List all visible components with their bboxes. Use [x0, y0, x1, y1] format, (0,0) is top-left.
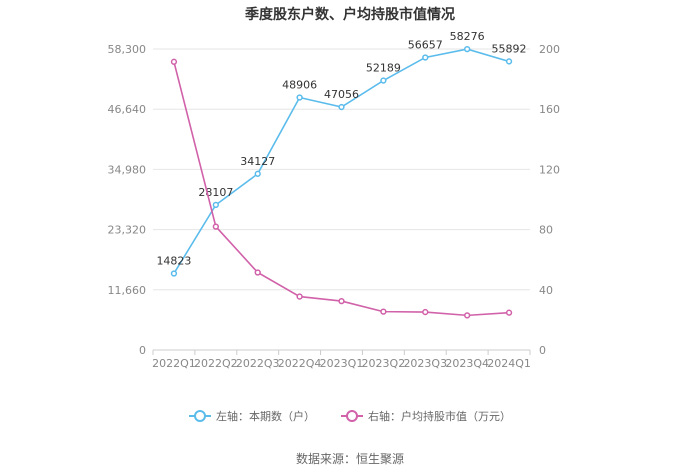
legend-label-right: 右轴：户均持股市值（万元）	[368, 410, 511, 423]
data-point-right	[170, 58, 178, 65]
data-point-left	[212, 201, 219, 209]
x-axis-tick-label: 2023Q4	[445, 357, 489, 370]
right-axis-tick-label: 40	[539, 284, 553, 297]
left-axis-tick-label: 23,320	[108, 224, 147, 237]
x-axis-tick-label: 2023Q3	[403, 357, 447, 370]
data-point-right	[422, 308, 429, 316]
data-point-right	[464, 312, 471, 319]
series-line-left	[173, 48, 510, 274]
data-label: 55892	[492, 42, 527, 55]
legend: 左轴：本期数（户） 右轴：户均持股市值（万元）	[0, 408, 700, 424]
data-label: 58276	[450, 30, 485, 43]
legend-marker-left	[189, 410, 211, 422]
chart-title: 季度股东户数、户均持股市值情况	[245, 7, 455, 23]
data-point-left	[380, 77, 387, 84]
left-axis-tick-label: 46,640	[108, 103, 147, 116]
data-label: 34127	[240, 155, 275, 168]
data-point-left	[505, 58, 513, 65]
legend-label-left: 左轴：本期数（户）	[216, 410, 315, 423]
right-axis-tick-label: 0	[539, 344, 546, 357]
data-point-right	[380, 308, 387, 315]
left-axis-tick-label: 0	[139, 344, 146, 357]
data-point-right	[505, 309, 513, 316]
right-axis-tick-label: 80	[539, 224, 553, 237]
data-point-left	[170, 270, 178, 277]
left-axis-tick-label: 11,660	[108, 284, 147, 297]
x-axis-tick-label: 2024Q1	[487, 357, 531, 370]
data-point-left	[338, 103, 345, 111]
left-axis-tick-label: 58,300	[108, 43, 147, 56]
data-point-right	[212, 223, 219, 230]
x-axis-tick-label: 2022Q4	[278, 357, 322, 370]
data-label: 14823	[156, 254, 191, 267]
right-axis-tick-label: 120	[539, 163, 560, 176]
right-axis-tick-label: 160	[539, 103, 560, 116]
source-note: 数据来源：恒生聚源	[295, 452, 404, 466]
x-axis-tick-label: 2023Q1	[320, 357, 364, 370]
data-point-left	[296, 94, 303, 101]
data-point-left	[464, 45, 471, 53]
legend-item-right-series[interactable]: 右轴：户均持股市值（万元）	[341, 408, 511, 424]
legend-item-left-series[interactable]: 左轴：本期数（户）	[189, 408, 315, 424]
data-label: 47056	[324, 88, 359, 101]
x-axis-tick-label: 2022Q1	[152, 357, 196, 370]
data-point-right	[254, 269, 261, 276]
x-axis-tick-label: 2022Q3	[236, 357, 280, 370]
data-point-left	[422, 54, 429, 61]
data-point-right	[296, 293, 303, 300]
chart-plot: 0 11,660 23,320 34,980 46,640 58,300 0 40 80 120 1…	[108, 30, 561, 370]
right-axis-tick-label: 200	[539, 43, 560, 56]
data-label: 28107	[198, 186, 233, 199]
data-point-left	[254, 170, 261, 177]
left-axis-tick-label: 34,980	[108, 163, 147, 176]
data-label: 52189	[366, 62, 401, 75]
legend-marker-right	[341, 410, 363, 422]
data-point-right	[338, 297, 345, 305]
data-label: 56657	[408, 38, 443, 51]
data-label: 48906	[282, 79, 317, 92]
x-axis-tick-label: 2023Q2	[362, 357, 406, 370]
x-axis-tick-label: 2022Q2	[194, 357, 238, 370]
